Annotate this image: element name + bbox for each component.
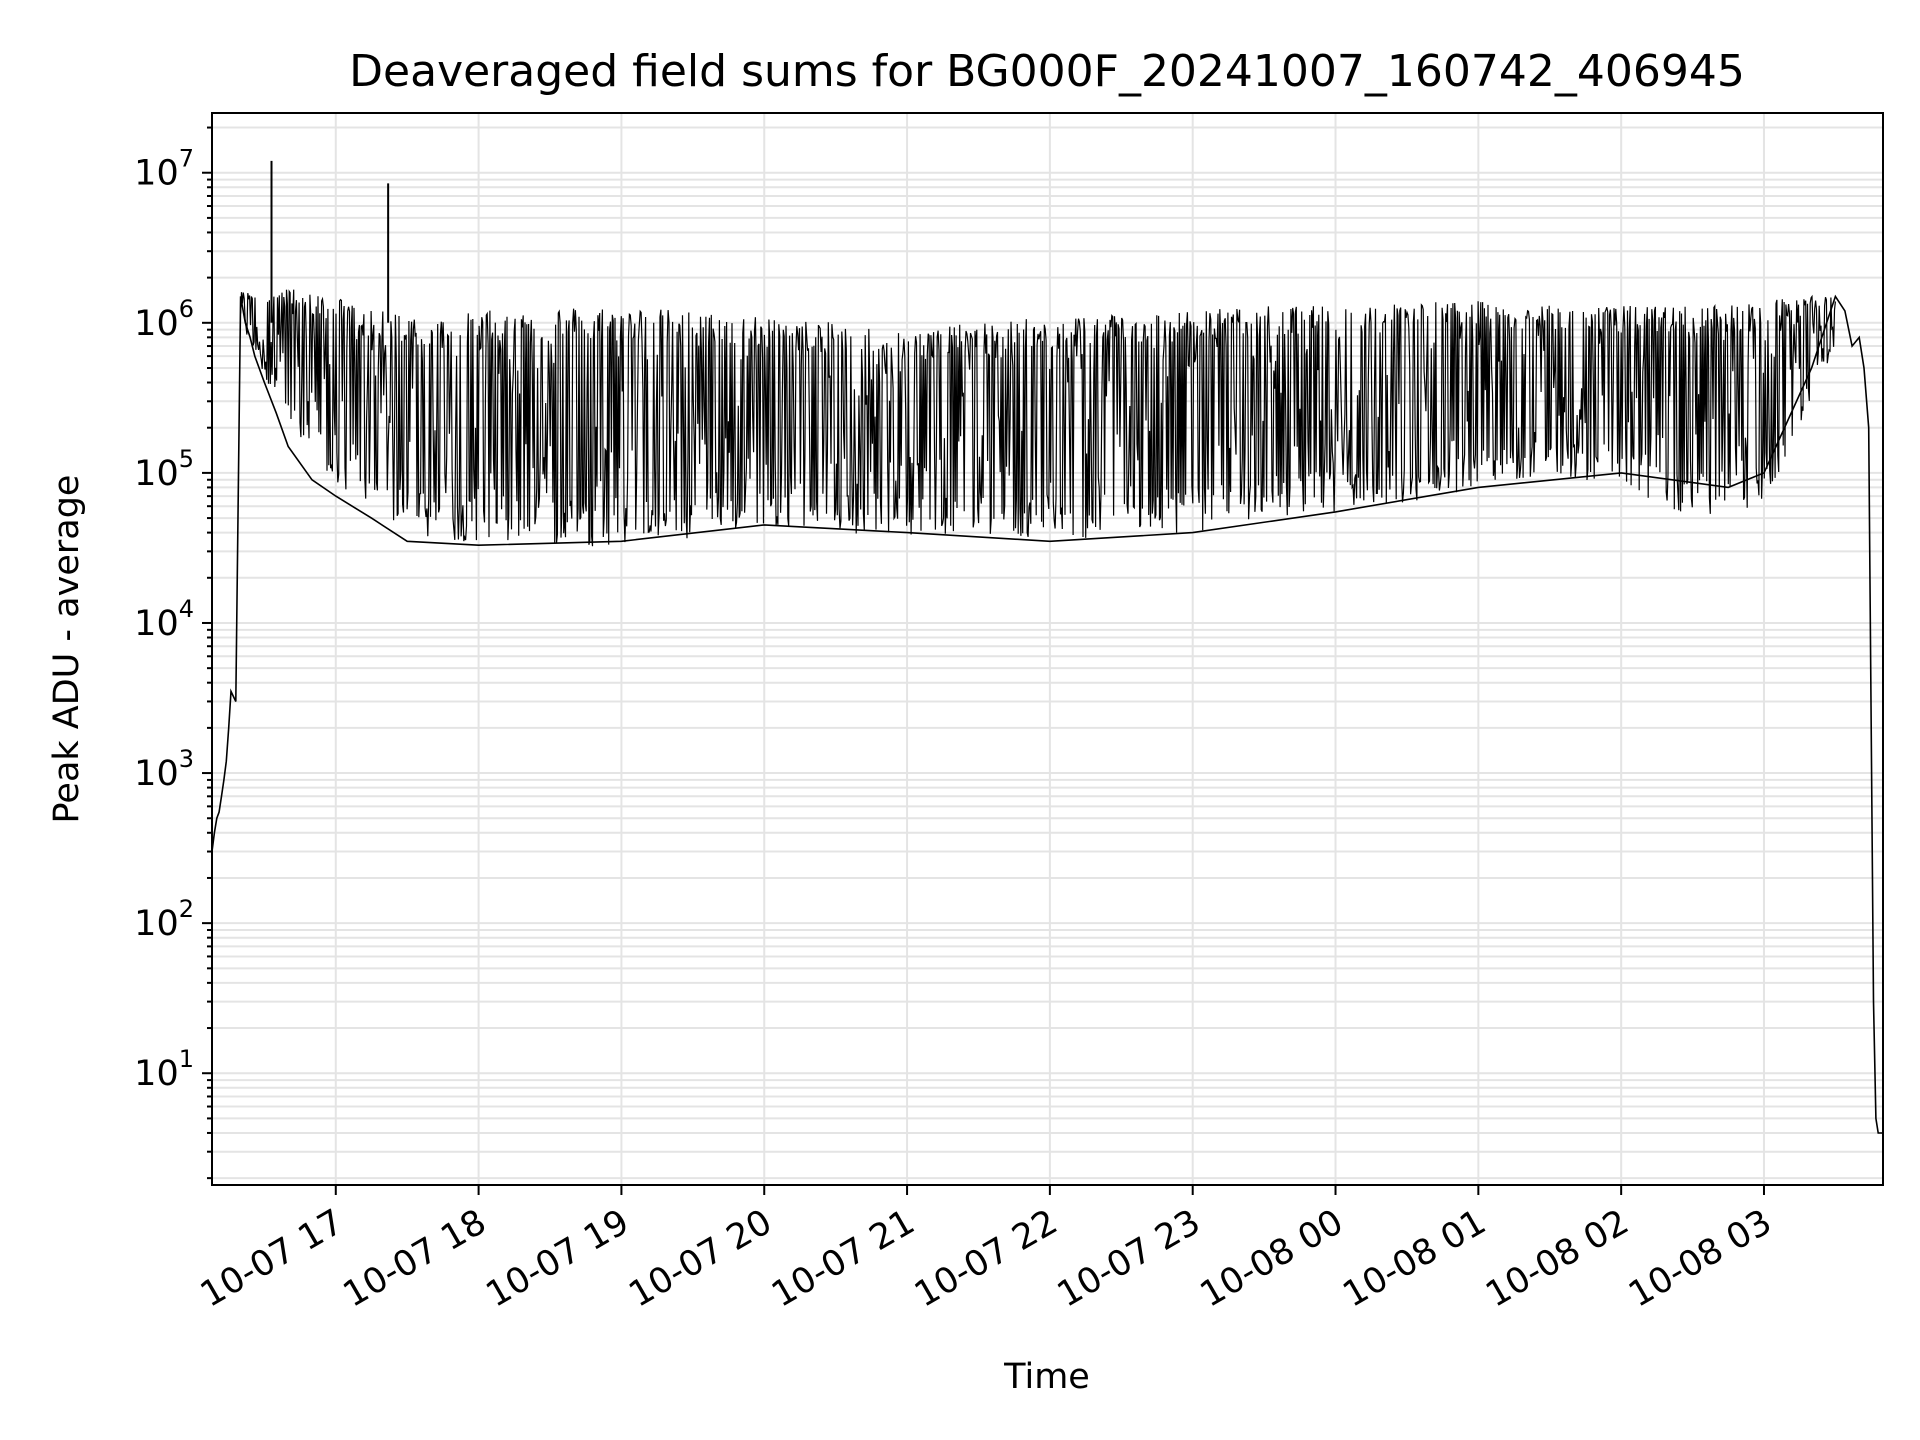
chart-title: Deaveraged field sums for BG000F_2024100… [349, 46, 1745, 97]
y-tick-exponent: 5 [179, 445, 194, 473]
y-tick-exponent: 3 [179, 745, 194, 773]
y-tick-base: 10 [134, 904, 179, 944]
grid-lines [212, 113, 1883, 1185]
y-tick-label: 103 [134, 745, 194, 794]
y-tick-exponent: 1 [179, 1045, 194, 1073]
y-tick-label: 107 [134, 145, 194, 194]
y-tick-label: 102 [134, 895, 194, 944]
series-group [211, 160, 1883, 1134]
y-tick-base: 10 [134, 154, 179, 194]
y-tick-exponent: 6 [179, 295, 194, 323]
y-tick-base: 10 [134, 304, 179, 344]
y-tick-base: 10 [134, 454, 179, 494]
y-tick-base: 10 [134, 1054, 179, 1094]
series-noise-band [240, 289, 1836, 547]
y-tick-base: 10 [134, 754, 179, 794]
y-tick-base: 10 [134, 604, 179, 644]
y-tick-exponent: 7 [179, 145, 194, 173]
y-tick-exponent: 4 [179, 595, 194, 623]
y-tick-label: 105 [134, 445, 194, 494]
y-tick-label: 101 [134, 1045, 194, 1094]
y-tick-label: 104 [134, 595, 194, 644]
plot-frame [211, 112, 1884, 1186]
y-tick-exponent: 2 [179, 895, 194, 923]
x-axis-label: Time [1003, 1357, 1090, 1397]
y-tick-label: 106 [134, 295, 194, 344]
y-axis-label: Peak ADU - average [47, 475, 87, 824]
series-line [211, 294, 1883, 1134]
